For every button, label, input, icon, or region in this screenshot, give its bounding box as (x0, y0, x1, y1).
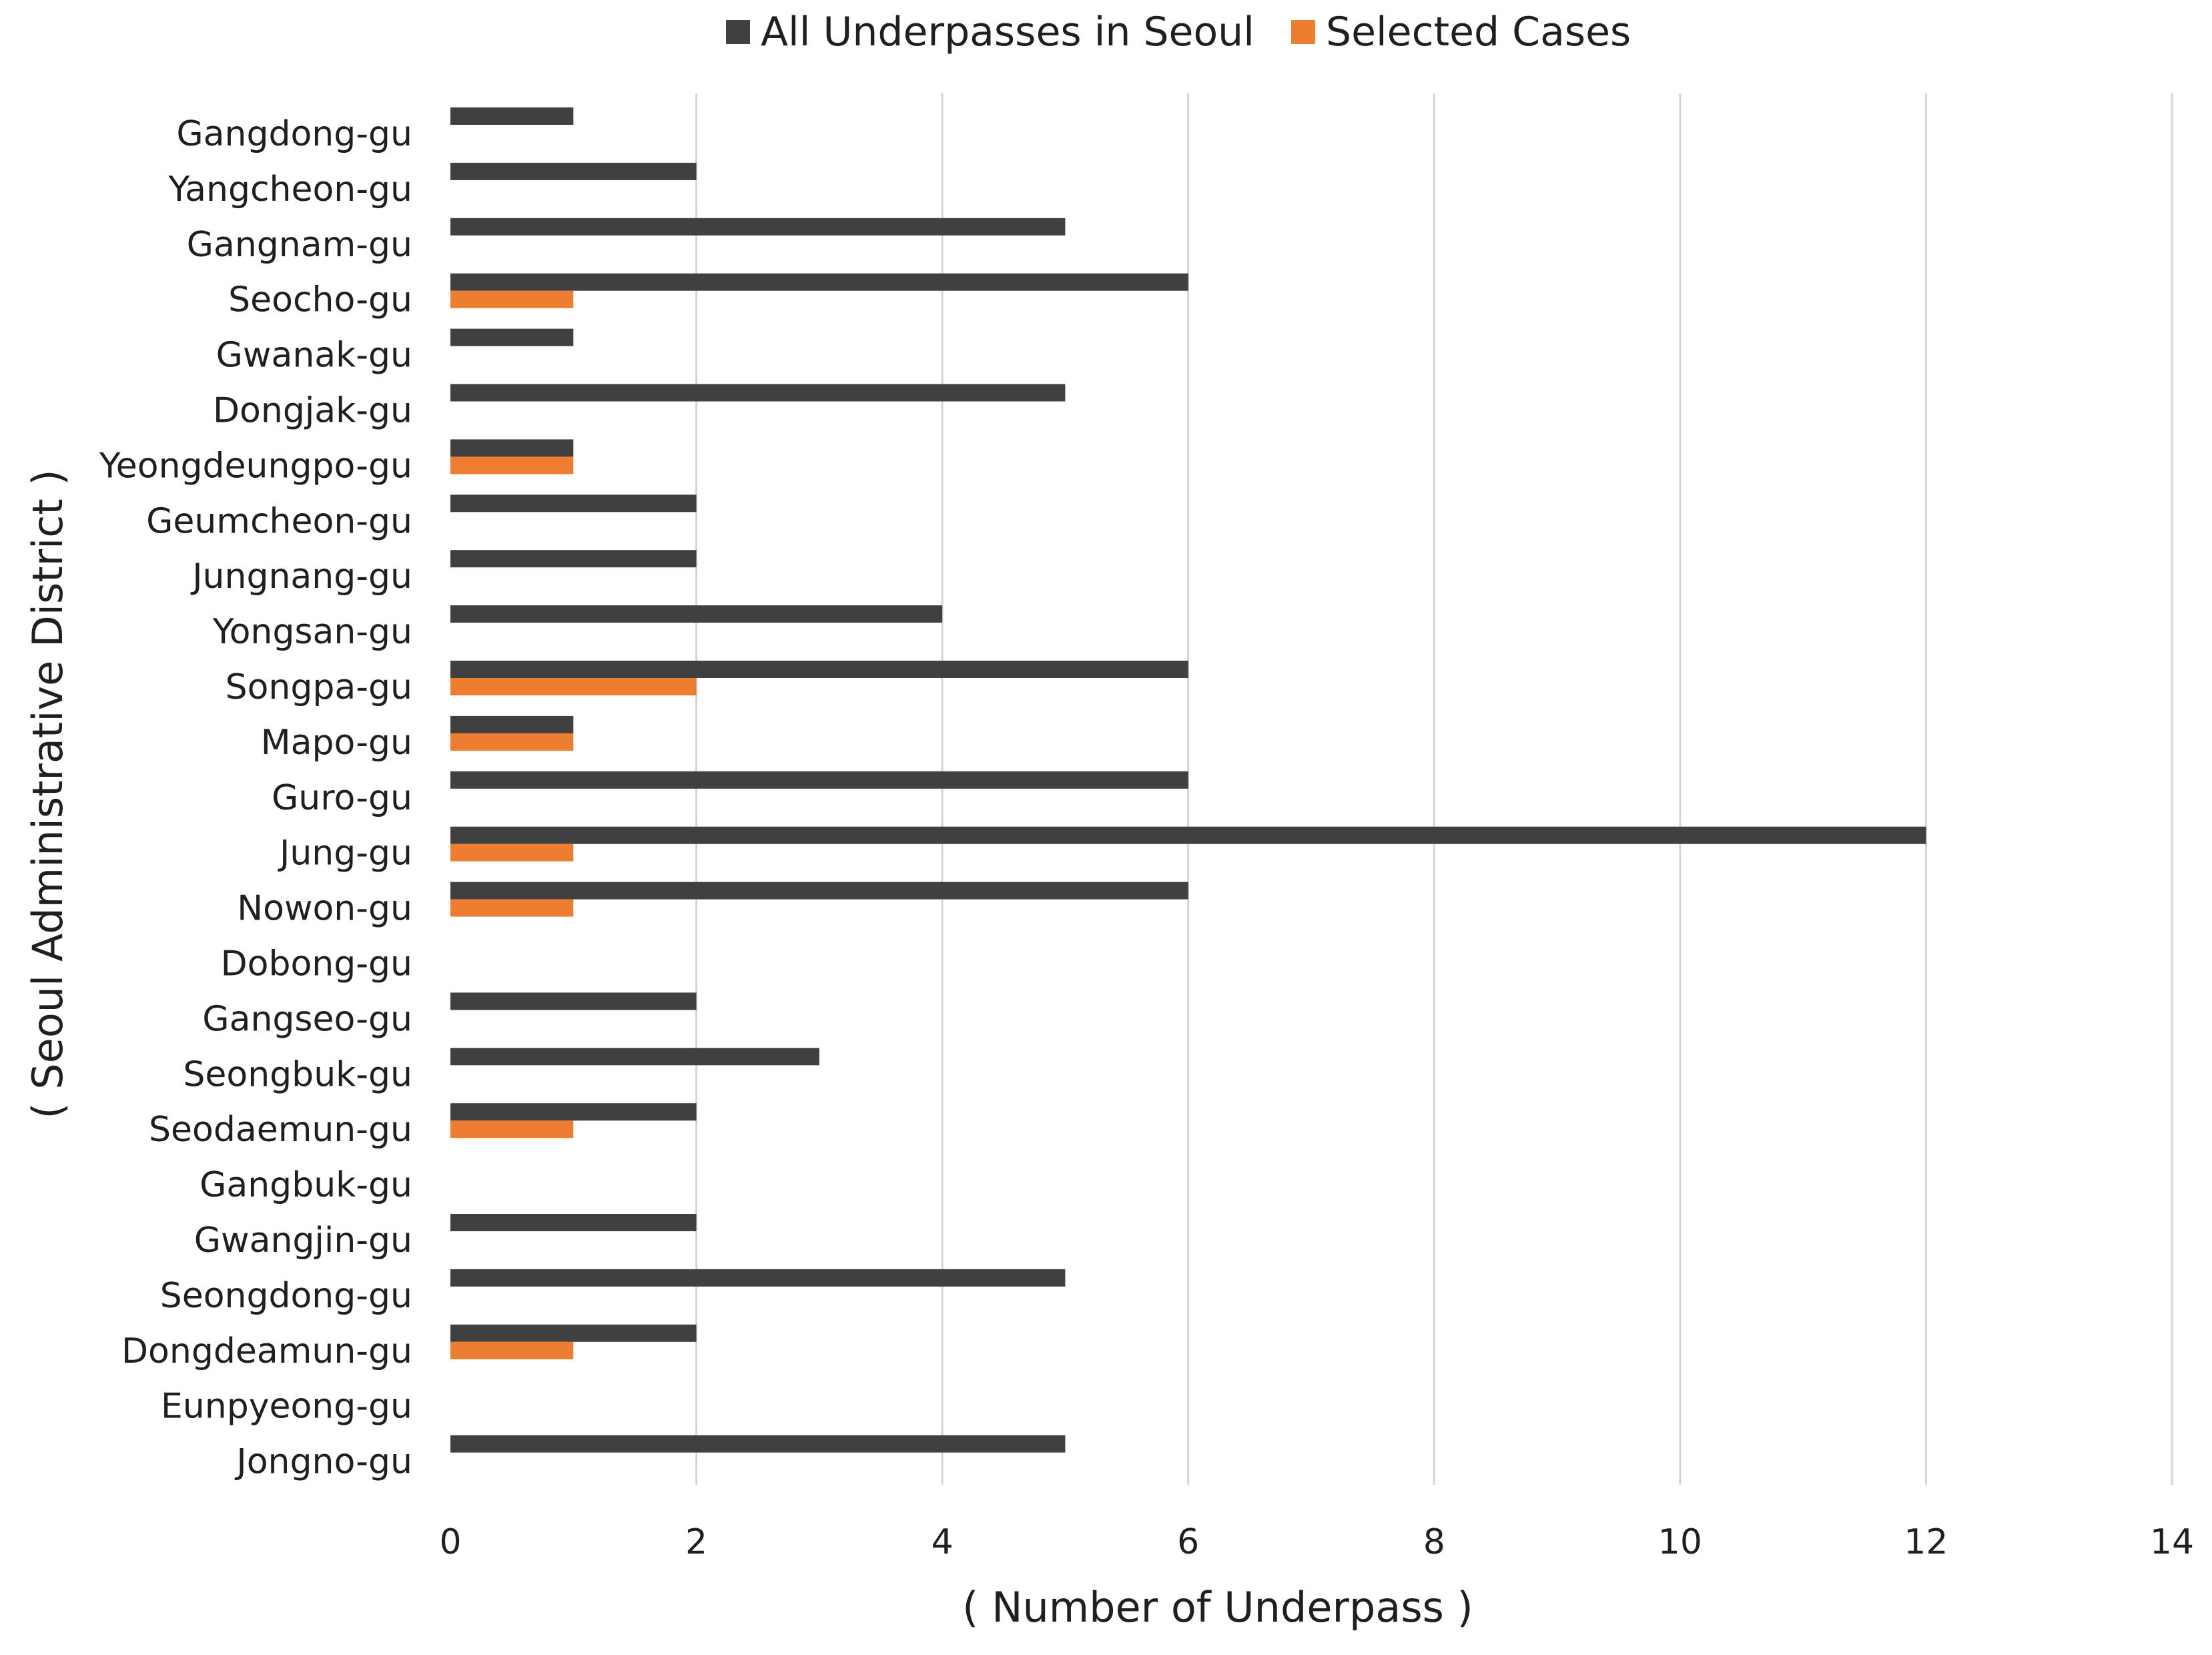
bars (450, 107, 1926, 1453)
bar-all-underpasses-jung-gu (450, 826, 1926, 844)
bar-all-underpasses-seongdong-gu (450, 1269, 1066, 1287)
bar-selected-cases-yeongdeungpo-gu (450, 456, 574, 474)
category-label: Gangnam-gu (187, 225, 412, 265)
category-label: Guro-gu (272, 778, 412, 818)
bar-selected-cases-dongdeamun-gu (450, 1341, 574, 1359)
bar-all-underpasses-dongdeamun-gu (450, 1324, 697, 1342)
x-tick-label: 14 (2150, 1522, 2194, 1562)
category-label: Gangseo-gu (202, 999, 412, 1039)
bar-selected-cases-mapo-gu (450, 733, 574, 751)
category-label: Jung-gu (278, 834, 412, 874)
x-tick-label: 10 (1658, 1522, 1702, 1562)
bar-all-underpasses-nowon-gu (450, 882, 1188, 900)
bar-selected-cases-songpa-gu (450, 678, 697, 695)
category-label: Nowon-gu (237, 889, 412, 929)
category-label: Gwangjin-gu (194, 1221, 412, 1261)
category-label: Seodaemun-gu (149, 1110, 412, 1150)
bar-all-underpasses-gwanak-gu (450, 328, 574, 346)
category-label: Songpa-gu (226, 667, 412, 707)
category-labels: Gangdong-gu Yangcheon-gu Gangnam-gu Seocho-… (99, 114, 412, 1482)
bar-all-underpasses-geumcheon-gu (450, 494, 697, 513)
bar-all-underpasses-songpa-gu (450, 661, 1188, 678)
grid-lines (695, 93, 2173, 1485)
bar-all-underpasses-jongno-gu (450, 1435, 1066, 1453)
bar-selected-cases-seocho-gu (450, 290, 574, 308)
category-label: Gangbuk-gu (200, 1165, 412, 1205)
x-axis-title: ( Number of Underpass ) (962, 1583, 1473, 1632)
x-tick-label: 6 (1177, 1522, 1199, 1562)
category-label: Gangdong-gu (176, 114, 412, 154)
bar-all-underpasses-gangseo-gu (450, 992, 697, 1010)
bar-all-underpasses-yangcheon-gu (450, 162, 697, 180)
category-label: Eunpyeong-gu (161, 1387, 412, 1427)
category-label: Seongbuk-gu (183, 1054, 412, 1094)
category-label: Gwanak-gu (216, 336, 412, 376)
bar-all-underpasses-seocho-gu (450, 273, 1188, 291)
x-tick-label: 8 (1423, 1522, 1445, 1562)
y-axis-title: ( Seoul Administrative District ) (23, 469, 72, 1118)
category-label: Dobong-gu (221, 944, 412, 984)
bar-all-underpasses-yeongdeungpo-gu (450, 439, 574, 457)
category-label: Jongno-gu (234, 1442, 412, 1482)
bar-all-underpasses-gwangjin-gu (450, 1214, 697, 1231)
bar-all-underpasses-gangnam-gu (450, 218, 1066, 236)
category-label: Dongjak-gu (213, 391, 412, 431)
category-label: Dongdeamun-gu (121, 1331, 412, 1371)
x-tick-label: 2 (685, 1522, 707, 1562)
bar-all-underpasses-yongsan-gu (450, 605, 943, 623)
x-tick-label: 4 (932, 1522, 954, 1562)
x-tick-label: 12 (1904, 1522, 1948, 1562)
bar-selected-cases-jung-gu (450, 844, 574, 862)
category-label: Jungnang-gu (190, 557, 412, 597)
bar-all-underpasses-mapo-gu (450, 715, 574, 733)
x-tick-label: 0 (439, 1522, 461, 1562)
category-label: Yongsan-gu (212, 612, 412, 652)
legend-selected-cases-swatch (1291, 20, 1315, 44)
bar-all-underpasses-seodaemun-gu (450, 1103, 697, 1121)
legend: All Underpasses in Seoul Selected Cases (726, 9, 1631, 55)
bar-all-underpasses-jungnang-gu (450, 550, 697, 568)
legend-all-underpasses-label: All Underpasses in Seoul (761, 9, 1254, 55)
category-label: Yeongdeungpo-gu (99, 446, 412, 486)
bar-all-underpasses-guro-gu (450, 771, 1188, 789)
bar-all-underpasses-dongjak-gu (450, 384, 1066, 402)
category-label: Seocho-gu (228, 280, 412, 320)
category-label: Seongdong-gu (160, 1276, 412, 1316)
category-label: Yangcheon-gu (168, 170, 412, 210)
x-tick-labels: 0 2 4 6 8 10 12 14 (439, 1522, 2194, 1562)
category-label: Geumcheon-gu (146, 501, 412, 541)
bar-all-underpasses-gangdong-gu (450, 107, 574, 125)
legend-all-underpasses-swatch (726, 20, 750, 44)
bar-selected-cases-seodaemun-gu (450, 1120, 574, 1138)
legend-selected-cases-label: Selected Cases (1326, 9, 1631, 55)
category-label: Mapo-gu (261, 723, 412, 763)
bar-selected-cases-nowon-gu (450, 899, 574, 917)
bar-all-underpasses-seongbuk-gu (450, 1048, 819, 1066)
